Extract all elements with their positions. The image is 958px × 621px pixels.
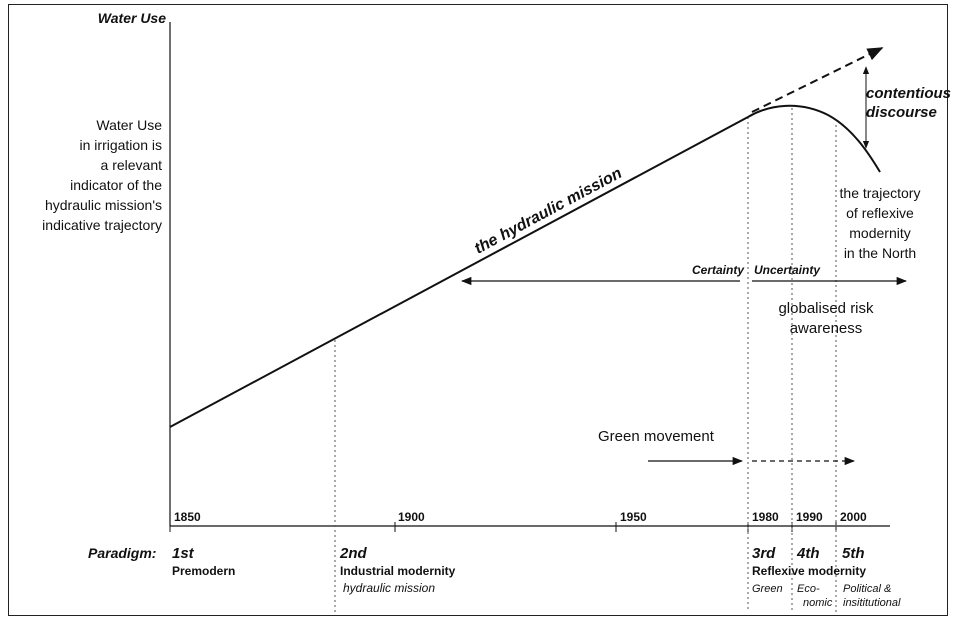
y-note-line: hydraulic mission's — [45, 197, 162, 213]
reflexive-note-line: in the North — [844, 245, 916, 261]
paradigm-4-ordinal: 4th — [796, 545, 820, 562]
year-label: 1850 — [174, 510, 201, 524]
contentious-discourse-label: contentious — [866, 85, 951, 102]
reflexive-trajectory-curve — [747, 104, 881, 173]
paradigm-1-ordinal: 1st — [172, 545, 195, 562]
reflexive-note-line: the trajectory — [840, 185, 921, 201]
risk-awareness-label: globalised risk — [778, 300, 874, 317]
year-label: 1990 — [796, 510, 823, 524]
paradigm-1-name: Premodern — [172, 564, 235, 578]
era-guides — [334, 108, 837, 612]
year-label: 1900 — [398, 510, 425, 524]
paradigm-5-ordinal: 5th — [842, 545, 865, 562]
figure-frame — [8, 4, 948, 616]
year-label: 1950 — [620, 510, 647, 524]
y-note-line: in irrigation is — [80, 137, 162, 153]
y-note-line: a relevant — [101, 157, 163, 173]
year-label: 2000 — [840, 510, 867, 524]
risk-awareness-label: awareness — [790, 320, 863, 337]
political-sub-label: insititutional — [843, 597, 901, 609]
year-labels: 1850 1900 1950 1980 1990 2000 — [174, 510, 867, 524]
y-axis-label: Water Use — [98, 10, 166, 26]
continued-trend-arrow — [751, 47, 884, 113]
paradigm-label: Paradigm: — [88, 545, 156, 561]
economic-sub-label: Eco- — [797, 583, 820, 595]
uncertainty-label: Uncertainty — [754, 263, 821, 277]
reflexive-note-line: modernity — [849, 225, 910, 241]
hydraulic-mission-line — [169, 116, 749, 428]
x-ticks — [169, 522, 837, 532]
reflexive-trajectory-note: the trajectory of reflexive modernity in… — [840, 185, 921, 261]
paradigm-2-ordinal: 2nd — [339, 545, 368, 562]
y-note-line: indicative trajectory — [42, 217, 162, 233]
green-sub-label: Green — [752, 583, 783, 595]
y-note-line: indicator of the — [70, 177, 162, 193]
political-sub-label: Political & — [843, 583, 891, 595]
reflexive-note-line: of reflexive — [846, 205, 914, 221]
hydraulic-mission-label: the hydraulic mission — [472, 165, 625, 258]
y-axis-note: Water Use in irrigation is a relevant in… — [42, 117, 162, 233]
reflexive-modernity-label: Reflexive modernity — [752, 564, 866, 578]
y-note-line: Water Use — [96, 117, 162, 133]
certainty-label: Certainty — [692, 263, 745, 277]
paradigm-3-ordinal: 3rd — [752, 545, 776, 562]
economic-sub-label: nomic — [803, 597, 833, 609]
green-movement-label: Green movement — [598, 428, 715, 445]
contentious-discourse-label: discourse — [866, 104, 937, 121]
paradigm-2-sub: hydraulic mission — [343, 581, 435, 595]
paradigm-2-name: Industrial modernity — [340, 564, 456, 578]
year-label: 1980 — [752, 510, 779, 524]
